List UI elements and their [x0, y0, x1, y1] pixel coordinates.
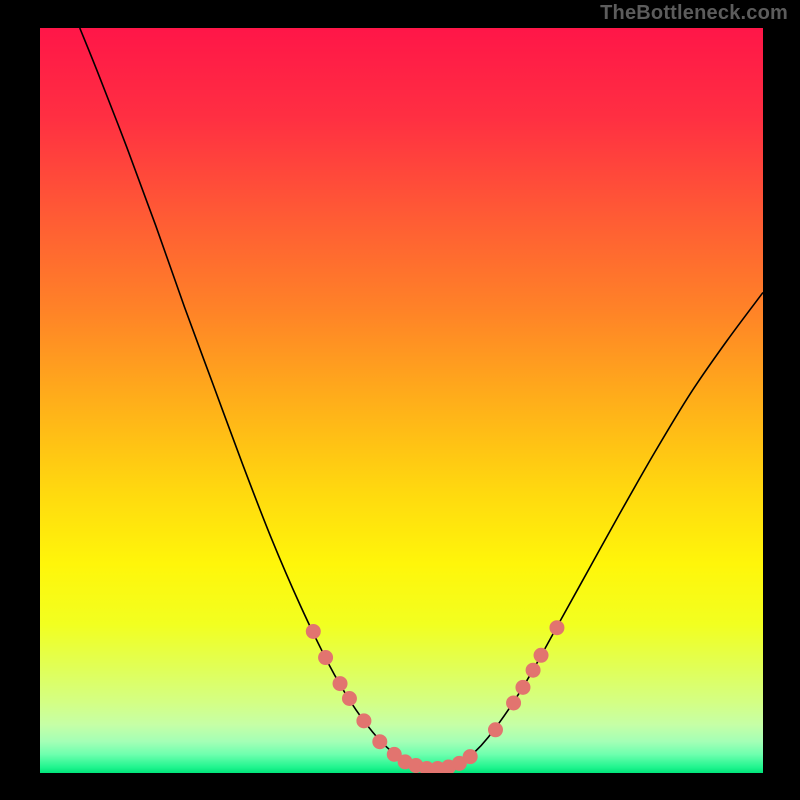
data-marker [319, 651, 333, 665]
data-marker [507, 696, 521, 710]
data-marker [488, 723, 502, 737]
data-marker [342, 692, 356, 706]
data-marker [357, 714, 371, 728]
bottleneck-curve-chart [40, 28, 763, 773]
data-marker [373, 735, 387, 749]
data-marker [306, 624, 320, 638]
data-marker [516, 680, 530, 694]
data-marker [526, 663, 540, 677]
data-marker [550, 621, 564, 635]
chart-background [40, 28, 763, 773]
data-marker [534, 648, 548, 662]
watermark-text: TheBottleneck.com [600, 2, 788, 25]
chart-container [40, 28, 763, 773]
data-marker [463, 750, 477, 764]
outer-frame: TheBottleneck.com [0, 0, 800, 800]
data-marker [333, 677, 347, 691]
